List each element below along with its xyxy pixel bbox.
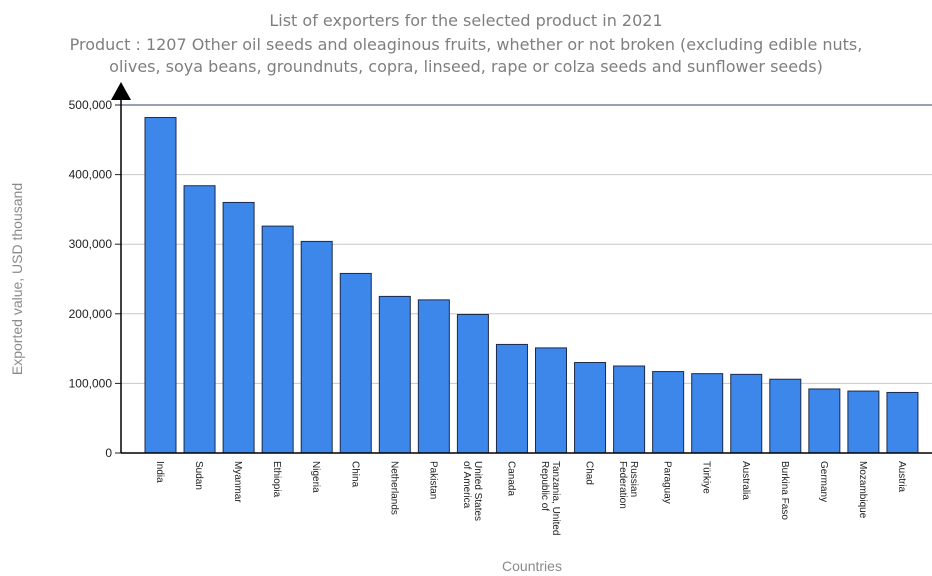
- chart-subtitle-line-1: Product : 1207 Other oil seeds and oleag…: [69, 35, 863, 54]
- bars: [144, 117, 919, 454]
- x-tick-label: Chad: [584, 461, 595, 485]
- x-tick-label-line: Paraguay: [662, 461, 673, 504]
- x-tick-label-line: Canada: [505, 461, 516, 496]
- x-tick-label-line: Republic of: [539, 461, 550, 511]
- x-tick-label: Canada: [505, 461, 516, 496]
- bar: [222, 201, 255, 454]
- axes: [111, 82, 932, 454]
- x-tick-label: Germany: [818, 461, 829, 502]
- x-tick-label-line: United States: [472, 461, 483, 521]
- x-tick-label-line: Austria: [896, 461, 907, 493]
- y-tick-label: 300,000: [69, 237, 113, 251]
- y-tick-label: 100,000: [69, 376, 113, 390]
- x-tick-label-line: Australia: [740, 461, 751, 500]
- bar: [378, 295, 411, 454]
- bar: [769, 378, 802, 454]
- bar: [144, 117, 177, 454]
- x-tick-label: Australia: [740, 461, 751, 500]
- x-tick-label-line: China: [349, 461, 360, 488]
- bar: [535, 347, 567, 454]
- x-tick-label: Austria: [896, 461, 907, 493]
- x-tick-label: Sudan: [193, 461, 204, 490]
- x-tick-label-line: Germany: [818, 461, 829, 502]
- bar: [456, 313, 489, 454]
- bar: [339, 272, 372, 454]
- x-tick-label-line: Pakistan: [427, 461, 438, 499]
- bar: [495, 343, 528, 454]
- bar: [847, 390, 880, 454]
- x-tick-label: China: [349, 461, 360, 488]
- bar: [808, 388, 841, 454]
- x-tick-label: Mozambique: [857, 461, 868, 519]
- x-tick-label: Netherlands: [388, 461, 399, 515]
- x-tick-label-line: Myanmar: [232, 461, 243, 503]
- y-tick-label: 500,000: [69, 98, 113, 112]
- y-axis-label: Exported value, USD thousand: [9, 183, 25, 375]
- x-tick-label: Paraguay: [662, 461, 673, 504]
- bar: [730, 373, 763, 454]
- bar: [300, 240, 333, 454]
- y-axis-arrow-icon: [111, 82, 131, 100]
- bar: [652, 371, 685, 454]
- x-tick-label-line: of America: [461, 461, 472, 509]
- x-tick-label-line: Netherlands: [388, 461, 399, 515]
- x-tick-label: Ethiopia: [271, 461, 282, 498]
- x-tick-label-line: Federation: [617, 461, 628, 509]
- x-tick-label-line: Nigeria: [310, 461, 321, 493]
- bar: [261, 225, 294, 454]
- x-tick-label-line: Tanzania, United: [550, 461, 561, 536]
- x-tick-label-line: Chad: [584, 461, 595, 485]
- bar: [183, 185, 216, 454]
- x-tick-label: Nigeria: [310, 461, 321, 493]
- x-tick-labels: India Sudan Myanmar Ethiopia Nigeria China Net…: [154, 461, 907, 536]
- x-tick-label-line: Burkina Faso: [779, 461, 790, 520]
- x-tick-label: India: [154, 461, 165, 483]
- y-tick-labels: 0 100,000 200,000 300,000 400,000 500,000: [69, 98, 113, 460]
- bar: [886, 391, 919, 454]
- y-tick-label: 400,000: [69, 168, 113, 182]
- y-tick-label: 200,000: [69, 307, 113, 321]
- x-tick-label-line: Ethiopia: [271, 461, 282, 498]
- x-tick-label: Burkina Faso: [779, 461, 790, 520]
- x-axis-label: Countries: [502, 558, 562, 574]
- bar: [574, 362, 607, 454]
- x-tick-label-line: Russian: [628, 461, 639, 497]
- chart-title: List of exporters for the selected produ…: [269, 11, 663, 30]
- x-tick-label-line: Mozambique: [857, 461, 868, 519]
- x-tick-label: Myanmar: [232, 461, 243, 503]
- y-tick-label: 0: [105, 446, 112, 460]
- chart-subtitle-line-2: olives, soya beans, groundnuts, copra, l…: [109, 57, 823, 76]
- bar: [691, 373, 724, 454]
- bar: [417, 299, 450, 454]
- x-tick-label: Türkiye: [701, 461, 712, 494]
- bar: [613, 365, 646, 454]
- x-tick-label: Pakistan: [427, 461, 438, 499]
- x-tick-label-line: Türkiye: [701, 461, 712, 494]
- x-tick-label-line: India: [154, 461, 165, 483]
- x-tick-label-line: Sudan: [193, 461, 204, 490]
